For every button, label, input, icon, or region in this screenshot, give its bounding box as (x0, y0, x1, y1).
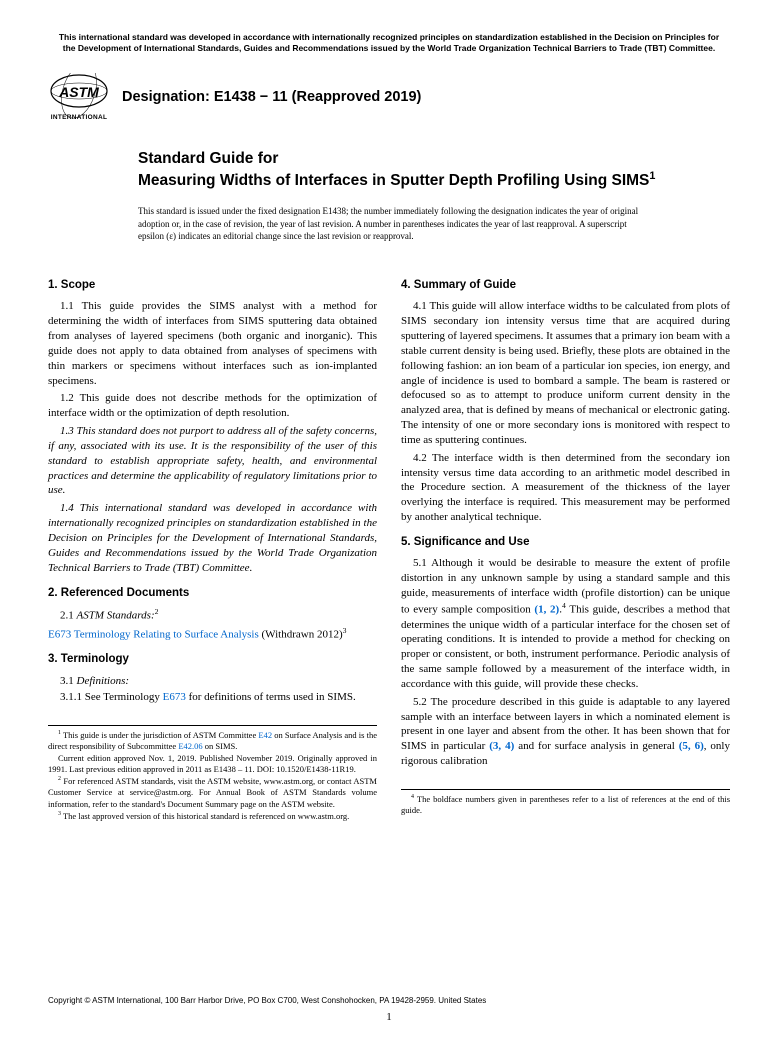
fn2-text: For referenced ASTM standards, visit the… (48, 776, 377, 808)
fn1c: on SIMS. (203, 741, 238, 751)
sec2-1-italic: ASTM Standards: (77, 610, 155, 622)
section-2-head: 2. Referenced Documents (48, 586, 377, 602)
left-column: 1. Scope 1.1 This guide provides the SIM… (48, 268, 377, 823)
para-5-1: 5.1 Although it would be desirable to me… (401, 556, 730, 691)
section-1-head: 1. Scope (48, 278, 377, 294)
para-2-1: 2.1 ASTM Standards:2 (48, 607, 377, 624)
page-number: 1 (386, 1011, 392, 1023)
section-4-head: 4. Summary of Guide (401, 278, 730, 294)
ref-1-2[interactable]: (1, 2) (534, 604, 559, 616)
astm-logo: ASTM INTERNATIONAL (48, 73, 110, 121)
link-e673[interactable]: E673 (48, 628, 71, 640)
footnote-2: 2 For referenced ASTM standards, visit t… (48, 776, 377, 809)
title-sup: 1 (649, 170, 655, 182)
ref-3-4[interactable]: (3, 4) (489, 740, 514, 752)
title-main-text: Measuring Widths of Interfaces in Sputte… (138, 172, 649, 189)
para-1-2: 1.2 This guide does not describe methods… (48, 391, 377, 421)
copyright: Copyright © ASTM International, 100 Barr… (48, 996, 486, 1005)
footnote-3: 3 The last approved version of this hist… (48, 811, 377, 822)
header-row: ASTM INTERNATIONAL Designation: E1438 − … (48, 73, 730, 121)
content-columns: 1. Scope 1.1 This guide provides the SIM… (48, 268, 730, 823)
svg-text:ASTM: ASTM (58, 84, 99, 100)
fn4-text: The boldface numbers given in parenthese… (401, 794, 730, 815)
svg-text:INTERNATIONAL: INTERNATIONAL (51, 114, 108, 121)
para-1-1: 1.1 This guide provides the SIMS analyst… (48, 299, 377, 388)
footnotes-right: 4 The boldface numbers given in parenthe… (401, 789, 730, 816)
footnote-1d: Current edition approved Nov. 1, 2019. P… (48, 753, 377, 775)
title-main: Measuring Widths of Interfaces in Sputte… (138, 169, 680, 191)
footnote-4: 4 The boldface numbers given in parenthe… (401, 794, 730, 816)
para-2-link: E673 Terminology Relating to Surface Ana… (48, 626, 377, 643)
section-5-head: 5. Significance and Use (401, 535, 730, 551)
sec3-1-1a: 3.1.1 See Terminology (60, 691, 163, 703)
withdrawn-sup: 3 (343, 626, 347, 635)
link-e673-text[interactable]: Terminology Relating to Surface Analysis (71, 628, 259, 640)
withdrawn-text: (Withdrawn 2012) (259, 628, 343, 640)
para-1-3: 1.3 This standard does not purport to ad… (48, 424, 377, 498)
designation: Designation: E1438 − 11 (Reapproved 2019… (122, 89, 421, 105)
link-e673-b[interactable]: E673 (163, 691, 186, 703)
issued-note: This standard is issued under the fixed … (138, 205, 640, 241)
right-column: 4. Summary of Guide 4.1 This guide will … (401, 268, 730, 823)
sec2-1-label: 2.1 (60, 610, 77, 622)
fn1-link-e4206[interactable]: E42.06 (178, 741, 202, 751)
sec5-2b: and for surface analysis in general (514, 740, 678, 752)
sec3-1-1b: for definitions of terms used in SIMS. (186, 691, 356, 703)
sec5-1c: This guide, describes a method that dete… (401, 604, 730, 690)
para-3-1: 3.1 Definitions: (48, 674, 377, 689)
top-notice: This international standard was develope… (48, 32, 730, 55)
ref-5-6[interactable]: (5, 6) (679, 740, 704, 752)
fn3-text: The last approved version of this histor… (61, 811, 349, 821)
title-pre: Standard Guide for (138, 149, 680, 169)
section-3-head: 3. Terminology (48, 652, 377, 668)
para-3-1-1: 3.1.1 See Terminology E673 for definitio… (48, 690, 377, 705)
fn1a: This guide is under the jurisdiction of … (61, 730, 258, 740)
sec2-1-sup: 2 (155, 607, 159, 616)
title-block: Standard Guide for Measuring Widths of I… (138, 149, 680, 242)
para-4-2: 4.2 The interface width is then determin… (401, 451, 730, 525)
footnote-1: 1 This guide is under the jurisdiction o… (48, 730, 377, 752)
fn1-link-e42[interactable]: E42 (258, 730, 272, 740)
para-4-1: 4.1 This guide will allow interface widt… (401, 299, 730, 447)
para-1-4: 1.4 This international standard was deve… (48, 501, 377, 575)
footnotes-left: 1 This guide is under the jurisdiction o… (48, 725, 377, 821)
para-5-2: 5.2 The procedure described in this guid… (401, 695, 730, 769)
